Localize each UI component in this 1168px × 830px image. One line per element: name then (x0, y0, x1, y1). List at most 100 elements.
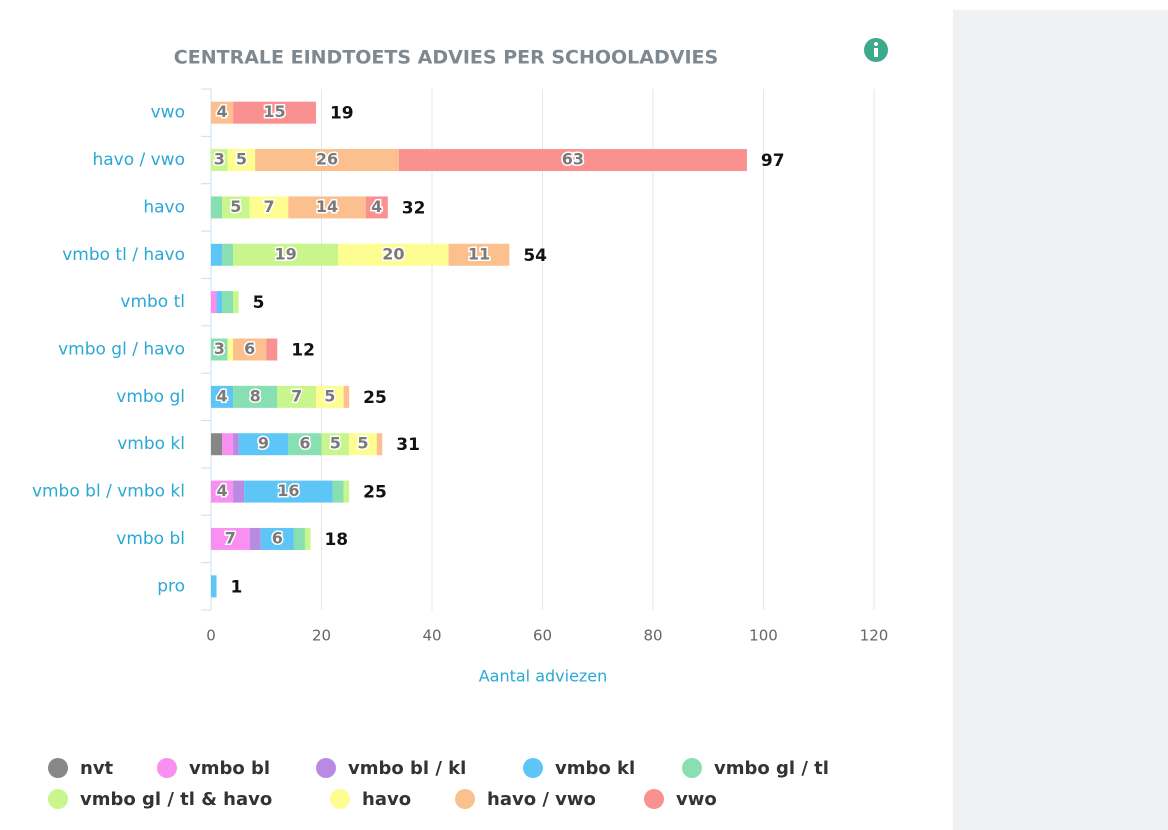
segment-label: 7 (225, 528, 236, 547)
legend-label: vwo (676, 789, 717, 810)
side-panel (953, 10, 1168, 830)
total-label: 32 (402, 198, 426, 218)
segment-label: 4 (216, 386, 227, 405)
y-tick-label: vmbo tl / havo (62, 245, 185, 265)
bar-segment (376, 433, 383, 456)
segment-label: 4 (216, 481, 227, 500)
bar-segment (211, 385, 234, 408)
segment-label: 14 (316, 197, 338, 216)
segment-label: 63 (562, 150, 584, 169)
segment-label: 6 (299, 434, 310, 453)
bar-segment (211, 433, 223, 456)
legend-label: nvt (80, 758, 114, 779)
legend-label: havo (362, 789, 411, 810)
legend-marker (682, 758, 702, 778)
bar-segment (211, 243, 223, 266)
y-tick-label: vmbo gl / havo (58, 340, 185, 360)
legend-label: vmbo bl (189, 758, 270, 779)
y-tick-label: vmbo bl / vmbo kl (32, 482, 185, 502)
bar-segment (343, 385, 350, 408)
legend-marker (157, 758, 177, 778)
total-label: 25 (363, 483, 387, 503)
bar-segment (304, 527, 311, 550)
bar-segment (233, 480, 245, 503)
segment-label: 4 (216, 102, 227, 121)
bar-segment (255, 149, 399, 172)
bar-segment (321, 433, 350, 456)
bar-segment (227, 149, 256, 172)
total-label: 97 (761, 151, 785, 171)
info-icon[interactable] (864, 38, 888, 62)
bar-segment (222, 433, 234, 456)
segment-label: 16 (277, 481, 299, 500)
bar-segment (233, 385, 278, 408)
bar-segment (233, 101, 316, 124)
total-label: 19 (330, 104, 354, 124)
segment-label: 5 (324, 386, 335, 405)
segment-label: 3 (214, 150, 225, 169)
segment-label: 15 (263, 102, 285, 121)
bar-segment (222, 196, 250, 219)
bar-segment (233, 338, 267, 361)
bar-segment (365, 196, 388, 219)
legend-marker (48, 789, 68, 809)
legend-label: vmbo gl / tl & havo (80, 789, 272, 810)
segment-label: 5 (330, 434, 341, 453)
bar-segment (211, 291, 217, 314)
total-label: 54 (523, 246, 547, 266)
bar-segment (233, 243, 339, 266)
x-tick-label: 100 (749, 627, 778, 645)
total-label: 18 (324, 530, 348, 550)
bar-segment (216, 291, 223, 314)
segment-label: 19 (274, 244, 296, 263)
x-tick-label: 80 (643, 627, 662, 645)
bar-segment (448, 243, 510, 266)
segment-label: 11 (468, 244, 490, 263)
legend-marker (523, 758, 543, 778)
total-label: 5 (253, 293, 265, 313)
bar-segment (244, 480, 333, 503)
y-tick-label: vmbo gl (116, 387, 185, 407)
bar-segment (211, 101, 234, 124)
segment-label: 3 (214, 339, 225, 358)
bar-segment (222, 291, 234, 314)
bar-segment (249, 527, 261, 550)
bar-segment (211, 480, 234, 503)
bar-segment (266, 338, 278, 361)
bar-segment (249, 196, 289, 219)
x-tick-label: 40 (422, 627, 441, 645)
bar-segment (349, 433, 377, 456)
x-axis-title: Aantal adviezen (479, 667, 608, 686)
x-tick-label: 20 (312, 627, 331, 645)
total-label: 31 (396, 435, 420, 455)
bar-segment (238, 433, 289, 456)
y-tick-label: pro (157, 576, 185, 596)
bar-segment (332, 480, 344, 503)
x-tick-label: 0 (206, 627, 216, 645)
bar-segment (211, 575, 217, 598)
legend-marker (48, 758, 68, 778)
bar-segment (211, 527, 250, 550)
bar-segment (227, 338, 234, 361)
total-label: 1 (231, 577, 243, 597)
y-tick-label: vmbo kl (117, 434, 185, 454)
total-label: 25 (363, 388, 387, 408)
legend-marker (455, 789, 475, 809)
segment-label: 5 (236, 150, 247, 169)
bar-segment (233, 433, 239, 456)
segment-label: 7 (263, 197, 274, 216)
x-tick-label: 60 (533, 627, 552, 645)
legend-label: vmbo kl (555, 758, 635, 779)
x-tick-label: 120 (860, 627, 889, 645)
bar-segment (211, 196, 223, 219)
segment-label: 7 (291, 386, 302, 405)
segment-label: 26 (316, 150, 338, 169)
bar-segment (293, 527, 305, 550)
y-tick-label: vmbo tl (120, 292, 185, 312)
segment-label: 6 (244, 339, 255, 358)
legend-marker (330, 789, 350, 809)
legend-label: vmbo gl / tl (714, 758, 829, 779)
y-tick-label: havo (143, 197, 185, 217)
